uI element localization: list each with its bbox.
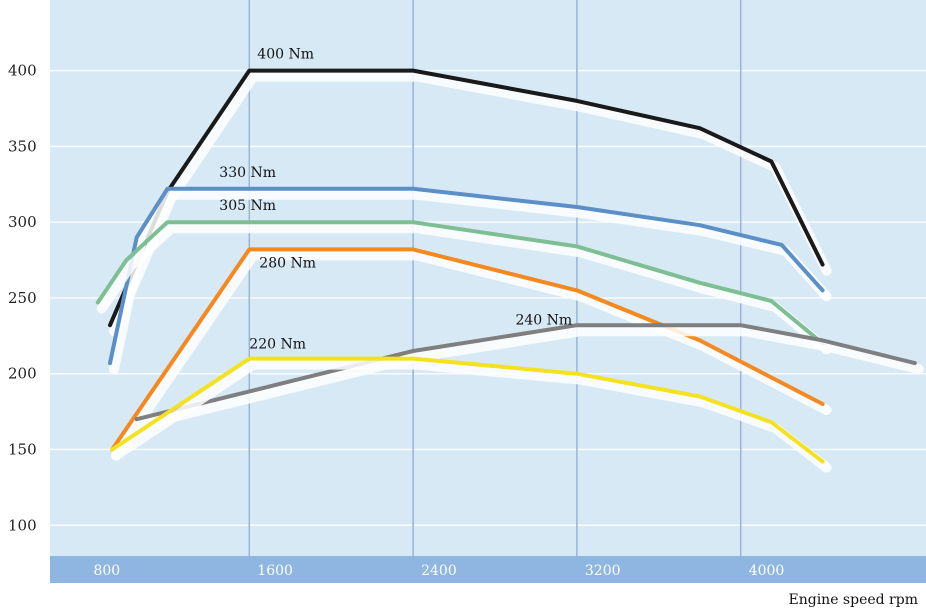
- series-labels: 400 Nm 330 Nm 305 Nm 280 Nm 240 Nm 220 Nm: [219, 47, 572, 353]
- series-line-330-nm: [108, 186, 825, 366]
- series-halo: [109, 71, 832, 337]
- series-label: 400 Nm: [257, 47, 314, 63]
- series-halo: [96, 223, 832, 355]
- x-axis-title: Engine speed rpm: [789, 592, 919, 608]
- series-line-220-nm: [110, 356, 825, 464]
- x-tick-label: 800: [93, 563, 120, 579]
- y-tick-label: 200: [8, 365, 37, 383]
- series-label: 305 Nm: [219, 198, 276, 214]
- series-label: 240 Nm: [515, 312, 572, 328]
- x-axis-ticks: 800 1600 2400 3200 4000: [93, 563, 784, 579]
- y-axis-ticks: 100 150 200 250 300 350 400: [8, 62, 37, 535]
- series-halo: [111, 250, 832, 461]
- series-halo: [111, 359, 832, 473]
- y-tick-label: 300: [8, 213, 37, 231]
- y-tick-label: 400: [8, 62, 37, 80]
- y-tick-label: 100: [8, 516, 37, 534]
- series-label: 220 Nm: [249, 337, 306, 353]
- series-line-305-nm: [95, 220, 825, 346]
- x-tick-label: 4000: [749, 563, 785, 579]
- series-halo: [109, 189, 832, 375]
- series-lines: [95, 68, 924, 473]
- y-tick-label: 250: [8, 289, 37, 307]
- series-line-400-nm: [108, 68, 825, 328]
- y-tick-label: 150: [8, 440, 37, 458]
- series-label: 280 Nm: [259, 255, 316, 271]
- series-label: 330 Nm: [219, 165, 276, 181]
- series-line-280-nm: [110, 247, 825, 452]
- x-tick-label: 3200: [585, 563, 621, 579]
- x-tick-label: 2400: [421, 563, 457, 579]
- x-tick-label: 1600: [257, 563, 293, 579]
- y-tick-label: 350: [8, 137, 37, 155]
- x-axis-band: [50, 556, 926, 583]
